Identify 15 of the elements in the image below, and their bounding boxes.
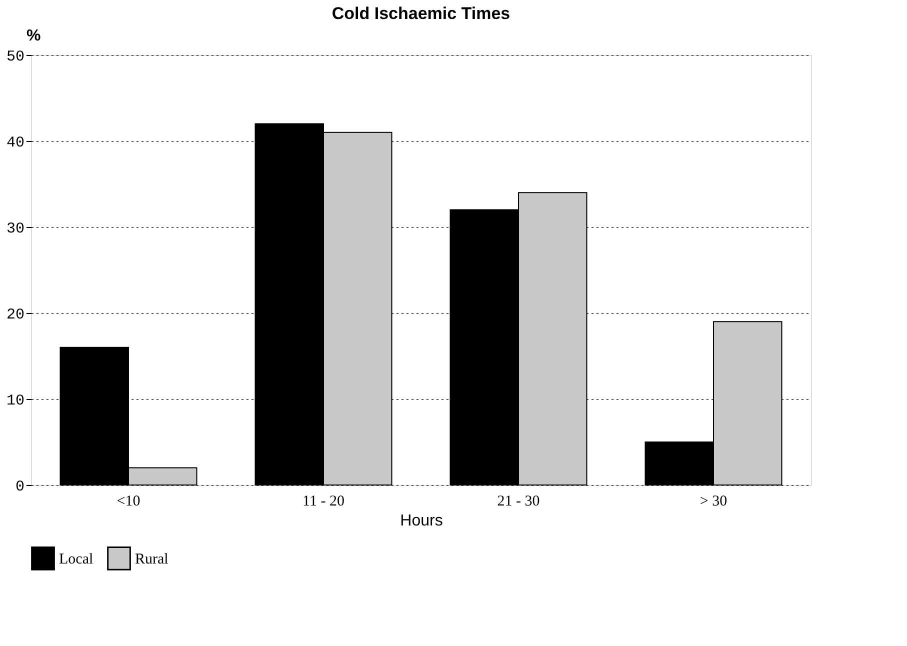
x-tick-label: 21 - 30 <box>497 494 540 510</box>
x-tick-label: <10 <box>116 494 140 510</box>
y-tick-label: 10 <box>6 392 24 410</box>
y-tick-label: 20 <box>6 306 24 324</box>
y-axis-title: % <box>26 28 41 44</box>
chart-title: Cold Ischaemic Times <box>332 4 510 23</box>
legend-label: Rural <box>135 551 168 568</box>
x-tick-label: 11 - 20 <box>302 494 344 510</box>
x-tick-label: > 30 <box>700 494 728 510</box>
y-tick-label: 0 <box>15 478 24 496</box>
y-tick-label: 30 <box>6 220 24 238</box>
x-axis-title: Hours <box>400 512 443 530</box>
y-tick-label: 50 <box>6 48 24 66</box>
y-tick-label: 40 <box>6 134 24 152</box>
legend-label: Local <box>59 551 94 568</box>
